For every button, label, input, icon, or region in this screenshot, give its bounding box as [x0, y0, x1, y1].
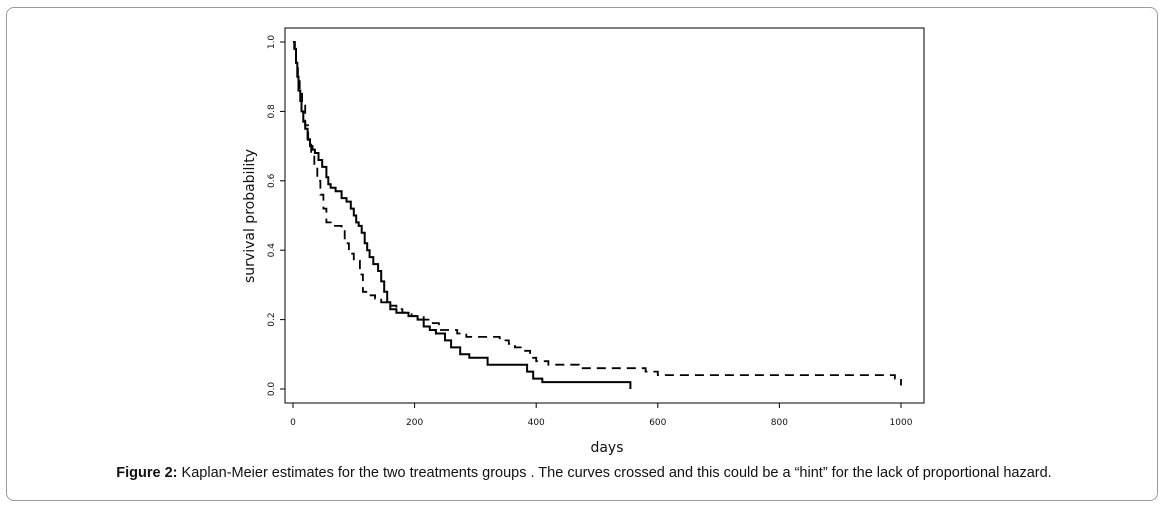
- x-axis: 0 200 400 600 800 1000: [290, 403, 913, 428]
- x-tick-label: 200: [406, 418, 423, 428]
- figure-caption: Figure 2: Kaplan-Meier estimates for the…: [0, 465, 1168, 481]
- y-tick-label: 0.8: [267, 104, 277, 119]
- figure-frame: [6, 7, 1158, 501]
- caption-label: Figure 2:: [116, 465, 178, 481]
- caption-text: Kaplan-Meier estimates for the two treat…: [177, 465, 1052, 481]
- y-axis: 0.0 0.2 0.4 0.6 0.8 1.0: [267, 35, 285, 397]
- y-tick-label: 1.0: [267, 35, 277, 50]
- survival-curve-solid: [293, 41, 632, 389]
- y-tick-label: 0.0: [267, 382, 277, 397]
- plot-area: [284, 27, 925, 404]
- y-tick-label: 0.2: [267, 312, 277, 326]
- survival-curve-dashed: [293, 41, 902, 386]
- x-tick-label: 400: [528, 418, 545, 428]
- x-tick-label: 600: [649, 418, 666, 428]
- x-tick-label: 1000: [890, 418, 913, 428]
- y-axis-title: survival probability: [242, 149, 258, 283]
- x-tick-label: 800: [771, 418, 788, 428]
- y-tick-label: 0.6: [267, 173, 277, 188]
- y-tick-label: 0.4: [267, 243, 277, 258]
- x-axis-title: days: [590, 440, 623, 456]
- x-tick-label: 0: [290, 418, 296, 428]
- survival-curves: [293, 41, 902, 389]
